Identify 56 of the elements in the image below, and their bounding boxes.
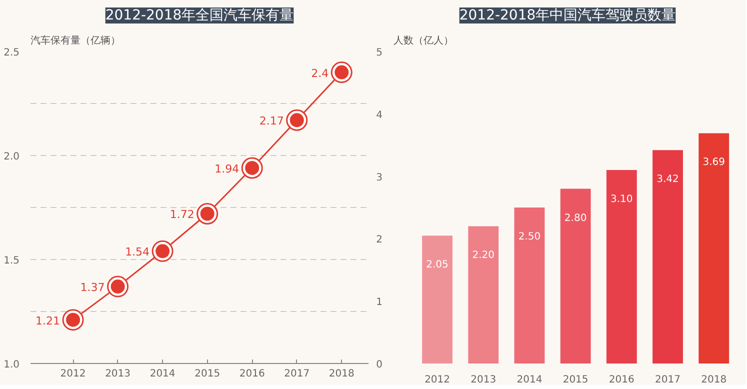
- x-tick-label: 2013: [105, 368, 131, 380]
- chart-title: 2012-2018年全国汽车保有量: [105, 8, 294, 24]
- data-label: 3.42: [656, 174, 679, 186]
- data-label: 1.21: [36, 314, 60, 328]
- x-tick-label: 2014: [516, 374, 542, 386]
- y-tick-label: 2: [376, 234, 383, 246]
- y-tick-label: 1.5: [4, 256, 20, 266]
- data-label: 3.10: [610, 194, 633, 206]
- data-label: 1.54: [125, 246, 150, 259]
- data-label: 3.69: [702, 157, 725, 168]
- data-label: 1.94: [214, 162, 240, 176]
- bar: [422, 236, 452, 364]
- x-tick-label: 2016: [608, 374, 634, 386]
- point: [241, 157, 263, 179]
- x-tick-label: 2015: [194, 368, 220, 380]
- bar: [606, 170, 637, 364]
- y-tick-label: 3: [376, 172, 383, 184]
- data-label: 1.72: [170, 208, 194, 222]
- data-label: 2.17: [259, 114, 284, 128]
- data-label: 2.80: [564, 212, 587, 224]
- bar: [468, 226, 499, 364]
- point: [286, 109, 308, 131]
- bar: [652, 150, 683, 364]
- data-label: 2.4: [311, 66, 329, 80]
- x-tick-label: 2018: [701, 374, 727, 386]
- point: [152, 240, 174, 262]
- x-tick-label: 2017: [655, 374, 680, 386]
- data-label: 2.20: [472, 250, 495, 262]
- data-label: 1.37: [80, 281, 105, 294]
- y-tick-label: 4: [376, 110, 383, 121]
- point: [62, 309, 84, 331]
- chart-title: 2012-2018年中国汽车驾驶员数量: [459, 8, 676, 24]
- y-axis-title: 汽车保有量（亿辆）: [30, 34, 120, 46]
- y-tick-label: 5: [376, 48, 383, 58]
- y-tick-label: 1.0: [4, 360, 20, 370]
- y-tick-label: 1: [376, 297, 383, 308]
- x-tick-label: 2015: [562, 374, 588, 386]
- x-tick-label: 2012: [60, 368, 86, 380]
- bar: [514, 208, 545, 364]
- data-label: 2.05: [426, 260, 448, 271]
- data-label: 2.50: [518, 232, 541, 242]
- x-tick-label: 2013: [470, 374, 496, 386]
- y-tick-label: 0: [376, 360, 383, 370]
- x-tick-label: 2018: [328, 368, 354, 380]
- y-tick-label: 2.5: [4, 48, 20, 58]
- x-tick-label: 2016: [239, 368, 265, 380]
- y-tick-label: 2.0: [4, 152, 20, 162]
- y-axis-title: 人数（亿人）: [394, 36, 454, 46]
- x-tick-label: 2014: [150, 368, 176, 380]
- point: [107, 276, 129, 298]
- x-tick-label: 2017: [284, 368, 310, 380]
- point: [330, 62, 352, 84]
- bar: [698, 133, 730, 364]
- point: [196, 203, 218, 224]
- x-tick-label: 2012: [424, 374, 450, 386]
- bar: [560, 188, 591, 364]
